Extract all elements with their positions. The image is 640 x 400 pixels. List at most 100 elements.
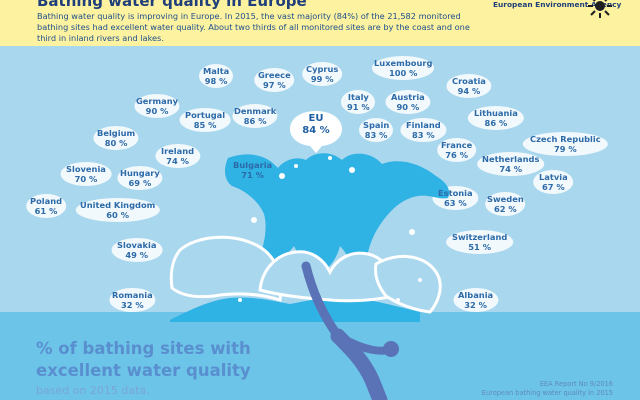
country-name: Romania (112, 290, 153, 300)
country-value: 83 % (364, 130, 388, 140)
country-name: Italy (347, 92, 369, 102)
country-name: Albania (458, 290, 494, 300)
country-name: Portugal (185, 110, 226, 120)
country-value: 67 % (541, 182, 565, 192)
country-name: Bulgaria (233, 160, 273, 170)
country-value: 49 % (125, 250, 149, 260)
country-greece: Greece 97 % (254, 68, 295, 92)
header-banner: Bathing water quality in Europe Bathing … (0, 0, 640, 46)
country-value: 86 % (484, 118, 508, 128)
country-value: 79 % (553, 144, 577, 154)
country-finland: Finland 83 % (400, 118, 446, 142)
country-italy: Italy 91 % (341, 90, 376, 114)
country-value: 90 % (145, 106, 169, 116)
country-spain: Spain 83 % (359, 118, 394, 142)
country-name: Sweden (487, 194, 524, 204)
country-name: Ireland (161, 146, 195, 156)
country-bulgaria: Bulgaria 71 % (227, 158, 278, 182)
country-name: Denmark (234, 106, 277, 116)
agency-name: European Environment Agency (493, 0, 622, 9)
country-slovakia: Slovakia 49 % (111, 238, 163, 262)
country-portugal: Portugal 85 % (179, 108, 231, 132)
country-value: 61 % (34, 206, 58, 216)
country-name: Slovenia (66, 164, 106, 174)
country-value: 98 % (204, 76, 228, 86)
country-name: Poland (30, 196, 63, 206)
splash-wave (170, 297, 420, 322)
country-poland: Poland 61 % (26, 194, 66, 218)
country-value: 70 % (74, 174, 98, 184)
caption-subtitle: based on 2015 data. (36, 384, 150, 397)
country-name: Finland (406, 120, 441, 130)
country-name: Netherlands (482, 154, 540, 164)
country-latvia: Latvia 67 % (533, 170, 574, 194)
country-luxembourg: Luxembourg 100 % (372, 56, 435, 80)
country-value: 85 % (193, 120, 217, 130)
country-denmark: Denmark 86 % (232, 104, 278, 128)
country-austria: Austria 90 % (385, 90, 431, 114)
report-title: European bathing water quality in 2015 (481, 389, 613, 397)
country-name: Hungary (120, 168, 160, 178)
country-germany: Germany 90 % (134, 94, 180, 118)
country-france: France 76 % (436, 138, 477, 162)
splash-illustration (0, 153, 640, 400)
intro-text: Bathing water quality is improving in Eu… (37, 11, 470, 43)
report-number: EEA Report No 9/2016 (539, 380, 613, 388)
country-name: Switzerland (452, 232, 508, 242)
country-value: 74 % (166, 156, 189, 166)
splash-fountain (225, 153, 450, 278)
page-title: Bathing water quality in Europe (37, 0, 307, 10)
country-value: 91 % (347, 102, 370, 112)
country-value: 74 % (499, 164, 523, 174)
eu-bubble: EU 84 % (286, 109, 346, 153)
country-value: 94 % (457, 86, 481, 96)
country-value: 99 % (310, 74, 334, 84)
country-malta: Malta 98 % (199, 64, 234, 88)
illustration-scene: EU 84 % Malta 98 % Greece 97 % Cyprus 99 % Lux… (0, 46, 640, 400)
country-belgium: Belgium 80 % (93, 126, 139, 150)
eu-name: EU (308, 113, 324, 124)
country-value: 62 % (494, 204, 517, 214)
splash-petals (169, 235, 442, 314)
country-name: United Kingdom (80, 200, 156, 210)
country-hungary: Hungary 69 % (117, 166, 163, 190)
country-united-kingdom: United Kingdom 60 % (75, 198, 160, 222)
country-name: Estonia (438, 188, 473, 198)
country-value: 83 % (411, 130, 435, 140)
country-albania: Albania 32 % (452, 288, 499, 312)
country-name: Croatia (452, 76, 486, 86)
sea-band (0, 312, 640, 400)
country-value: 90 % (396, 102, 420, 112)
caption: % of bathing sites with excellent water … (36, 338, 366, 382)
country-value: 32 % (120, 300, 144, 310)
country-value: 51 % (468, 242, 492, 252)
country-name: Cyprus (306, 64, 339, 74)
country-name: Czech Republic (530, 134, 601, 144)
country-switzerland: Switzerland 51 % (445, 230, 514, 254)
country-name: Malta (203, 66, 230, 76)
country-name: Lithuania (474, 108, 518, 118)
country-name: Belgium (97, 128, 136, 138)
country-romania: Romania 32 % (109, 288, 155, 312)
country-value: 97 % (262, 80, 286, 90)
country-cyprus: Cyprus 99 % (302, 62, 342, 86)
country-croatia: Croatia 94 % (446, 74, 492, 98)
spray-drops (238, 156, 422, 302)
country-name: Austria (391, 92, 425, 102)
country-value: 76 % (445, 150, 469, 160)
diver-head (383, 341, 399, 357)
country-value: 32 % (464, 300, 487, 310)
country-name: Slovakia (117, 240, 157, 250)
country-name: France (441, 140, 473, 150)
country-slovenia: Slovenia 70 % (60, 162, 112, 186)
country-name: Latvia (539, 172, 568, 182)
eu-value: 84 % (302, 125, 330, 136)
country-value: 86 % (243, 116, 267, 126)
country-value: 71 % (241, 170, 264, 180)
country-value: 63 % (443, 198, 467, 208)
country-lithuania: Lithuania 86 % (467, 106, 525, 130)
country-name: Germany (136, 96, 179, 106)
country-name: Greece (258, 70, 291, 80)
country-name: Luxembourg (374, 58, 433, 68)
country-estonia: Estonia 63 % (432, 186, 478, 210)
